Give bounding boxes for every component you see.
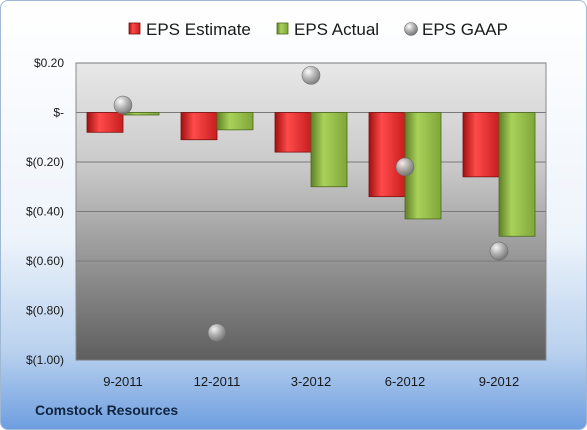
point-eps-gaap (113, 95, 133, 115)
legend-label: EPS Actual (294, 20, 379, 39)
y-tick-label: $0.20 (34, 56, 64, 70)
point-eps-gaap (207, 323, 227, 343)
legend: EPS Estimate EPS Actual EPS GAAP (128, 20, 508, 39)
bar-eps-estimate (368, 112, 406, 198)
bar-eps-actual (310, 112, 348, 188)
y-tick-label: $(1.00) (26, 353, 64, 367)
bar-eps-estimate (274, 112, 312, 153)
bar-eps-estimate (180, 112, 218, 141)
x-tick-label: 3-2012 (291, 374, 331, 389)
bar-eps-estimate (86, 112, 124, 133)
y-tick-label: $(0.40) (26, 205, 64, 219)
point-eps-gaap (395, 157, 415, 177)
legend-label: EPS Estimate (146, 20, 251, 39)
x-tick-label: 6-2012 (385, 374, 425, 389)
legend-swatch (276, 22, 289, 35)
legend-swatch (128, 22, 141, 35)
x-tick-label: 9-2012 (479, 374, 519, 389)
bar-eps-actual (216, 112, 254, 131)
bar-eps-actual (122, 112, 160, 116)
legend-swatch (404, 22, 418, 36)
company-name: Comstock Resources (35, 402, 179, 418)
y-tick-label: $(0.60) (26, 254, 64, 268)
x-tick-label: 12-2011 (194, 374, 241, 389)
point-eps-gaap (489, 241, 509, 261)
bar-eps-estimate (462, 112, 500, 178)
legend-label: EPS GAAP (422, 20, 508, 39)
y-tick-label: $(0.80) (26, 304, 64, 318)
point-eps-gaap (301, 66, 321, 85)
y-tick-label: $- (53, 106, 64, 120)
x-tick-label: 9-2011 (103, 374, 143, 389)
y-tick-label: $(0.20) (26, 155, 64, 169)
bar-eps-actual (498, 112, 536, 237)
